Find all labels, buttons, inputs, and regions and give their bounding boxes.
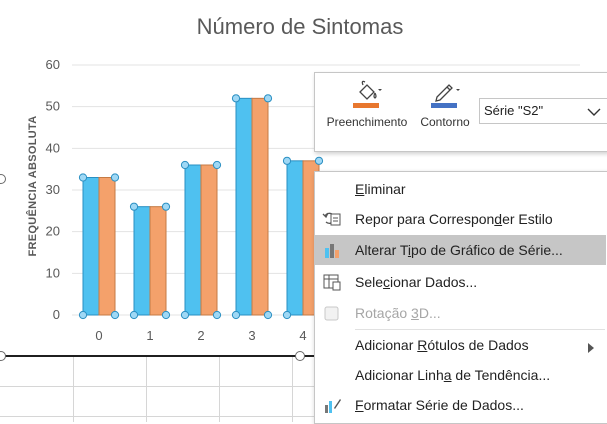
bar-series1[interactable] — [286, 160, 304, 316]
chevron-down-icon — [587, 105, 601, 123]
series-dropdown-value: Série "S2" — [484, 103, 544, 118]
fill-label: Preenchimento — [326, 115, 408, 129]
point-selection-handle[interactable] — [263, 94, 273, 103]
bar-series1[interactable] — [184, 164, 202, 316]
point-selection-handle[interactable] — [161, 202, 171, 211]
grid-col-line — [73, 355, 74, 422]
menu-item-6[interactable]: Adicionar Rótulos de Dados — [315, 330, 606, 360]
outline-color-swatch — [431, 103, 457, 108]
point-selection-handle[interactable] — [110, 173, 120, 182]
point-selection-handle[interactable] — [78, 173, 88, 182]
point-selection-handle[interactable] — [129, 202, 139, 211]
point-selection-handle[interactable] — [129, 310, 139, 320]
menu-item-label: Alterar Tipo de Gráfico de Série... — [355, 242, 563, 258]
grid-col-line — [146, 355, 147, 422]
x-tick-label: 1 — [146, 328, 153, 343]
menu-item-label: Repor para Corresponder Estilo — [355, 211, 553, 227]
x-tick-label: 2 — [197, 328, 204, 343]
menu-item-2[interactable]: Repor para Corresponder Estilo — [315, 204, 606, 234]
menu-item-5: Rotação 3D... — [315, 298, 606, 328]
x-tick-label: 4 — [299, 328, 306, 343]
reset-style-icon — [322, 210, 342, 228]
series-dropdown[interactable]: Série "S2" — [479, 98, 607, 124]
format-mini-toolbar: Preenchimento Contorno Série "S2" — [314, 72, 607, 152]
resize-handle[interactable] — [0, 351, 6, 361]
y-tick-label: 10 — [46, 265, 60, 280]
grid-col-line — [219, 355, 220, 422]
point-selection-handle[interactable] — [110, 310, 120, 320]
menu-item-label: Eliminar — [355, 181, 406, 197]
point-selection-handle[interactable] — [161, 310, 171, 320]
paint-bucket-icon — [347, 79, 387, 109]
point-selection-handle[interactable] — [231, 310, 241, 320]
y-tick-label: 20 — [46, 224, 60, 239]
menu-item-1[interactable]: Eliminar — [315, 174, 606, 204]
y-tick-label: 60 — [46, 57, 60, 72]
context-menu: Eliminar Repor para Corresponder Estilo Al… — [314, 171, 607, 424]
bar-series1[interactable] — [82, 177, 100, 316]
y-tick-label: 30 — [46, 182, 60, 197]
point-selection-handle[interactable] — [212, 160, 222, 170]
bar-series2[interactable] — [149, 206, 167, 316]
point-selection-handle[interactable] — [78, 310, 88, 320]
outline-button[interactable]: Contorno — [415, 79, 475, 129]
fill-color-swatch — [353, 103, 379, 108]
select-data-icon — [322, 273, 342, 291]
menu-item-label: Rotação 3D... — [355, 305, 441, 321]
menu-item-7[interactable]: Adicionar Linha de Tendência... — [315, 360, 606, 390]
menu-item-label: Formatar Série de Dados... — [355, 397, 524, 413]
rotation-3d-icon — [322, 304, 342, 322]
x-tick-label: 0 — [95, 328, 102, 343]
y-tick-label: 0 — [53, 307, 60, 322]
bar-series2[interactable] — [200, 164, 218, 316]
point-selection-handle[interactable] — [282, 156, 292, 165]
point-selection-handle[interactable] — [231, 94, 241, 103]
menu-item-label: Selecionar Dados... — [355, 274, 478, 290]
point-selection-handle[interactable] — [180, 160, 190, 170]
resize-handle[interactable] — [295, 351, 305, 361]
resize-handle[interactable] — [0, 174, 6, 184]
pencil-icon — [425, 79, 465, 109]
y-tick-label: 40 — [46, 140, 60, 155]
grid-row-line — [0, 416, 607, 417]
menu-item-label: Adicionar Rótulos de Dados — [355, 337, 529, 353]
bar-series2[interactable] — [98, 177, 116, 316]
grid-col-line — [292, 355, 293, 422]
menu-item-3[interactable]: Alterar Tipo de Gráfico de Série... — [315, 235, 606, 265]
change-chart-type-icon — [322, 241, 342, 259]
grid-row-line — [0, 386, 607, 387]
point-selection-handle[interactable] — [263, 310, 273, 320]
bar-series1[interactable] — [235, 97, 253, 316]
menu-item-8[interactable]: Formatar Série de Dados... — [315, 390, 606, 420]
chart-title[interactable]: Número de Sintomas — [196, 14, 404, 39]
point-selection-handle[interactable] — [282, 310, 292, 320]
fill-button[interactable]: Preenchimento — [323, 79, 411, 129]
point-selection-handle[interactable] — [180, 310, 190, 320]
point-selection-handle[interactable] — [314, 156, 324, 165]
menu-separator — [355, 329, 605, 330]
bar-series2[interactable] — [251, 97, 269, 316]
y-tick-label: 50 — [46, 99, 60, 114]
bar-series1[interactable] — [133, 206, 151, 316]
outline-label: Contorno — [420, 115, 470, 129]
menu-item-4[interactable]: Selecionar Dados... — [315, 267, 606, 297]
format-series-icon — [322, 396, 342, 414]
menu-item-label: Adicionar Linha de Tendência... — [355, 367, 551, 383]
submenu-arrow-icon — [588, 340, 594, 356]
point-selection-handle[interactable] — [212, 310, 222, 320]
x-tick-label: 3 — [248, 328, 255, 343]
